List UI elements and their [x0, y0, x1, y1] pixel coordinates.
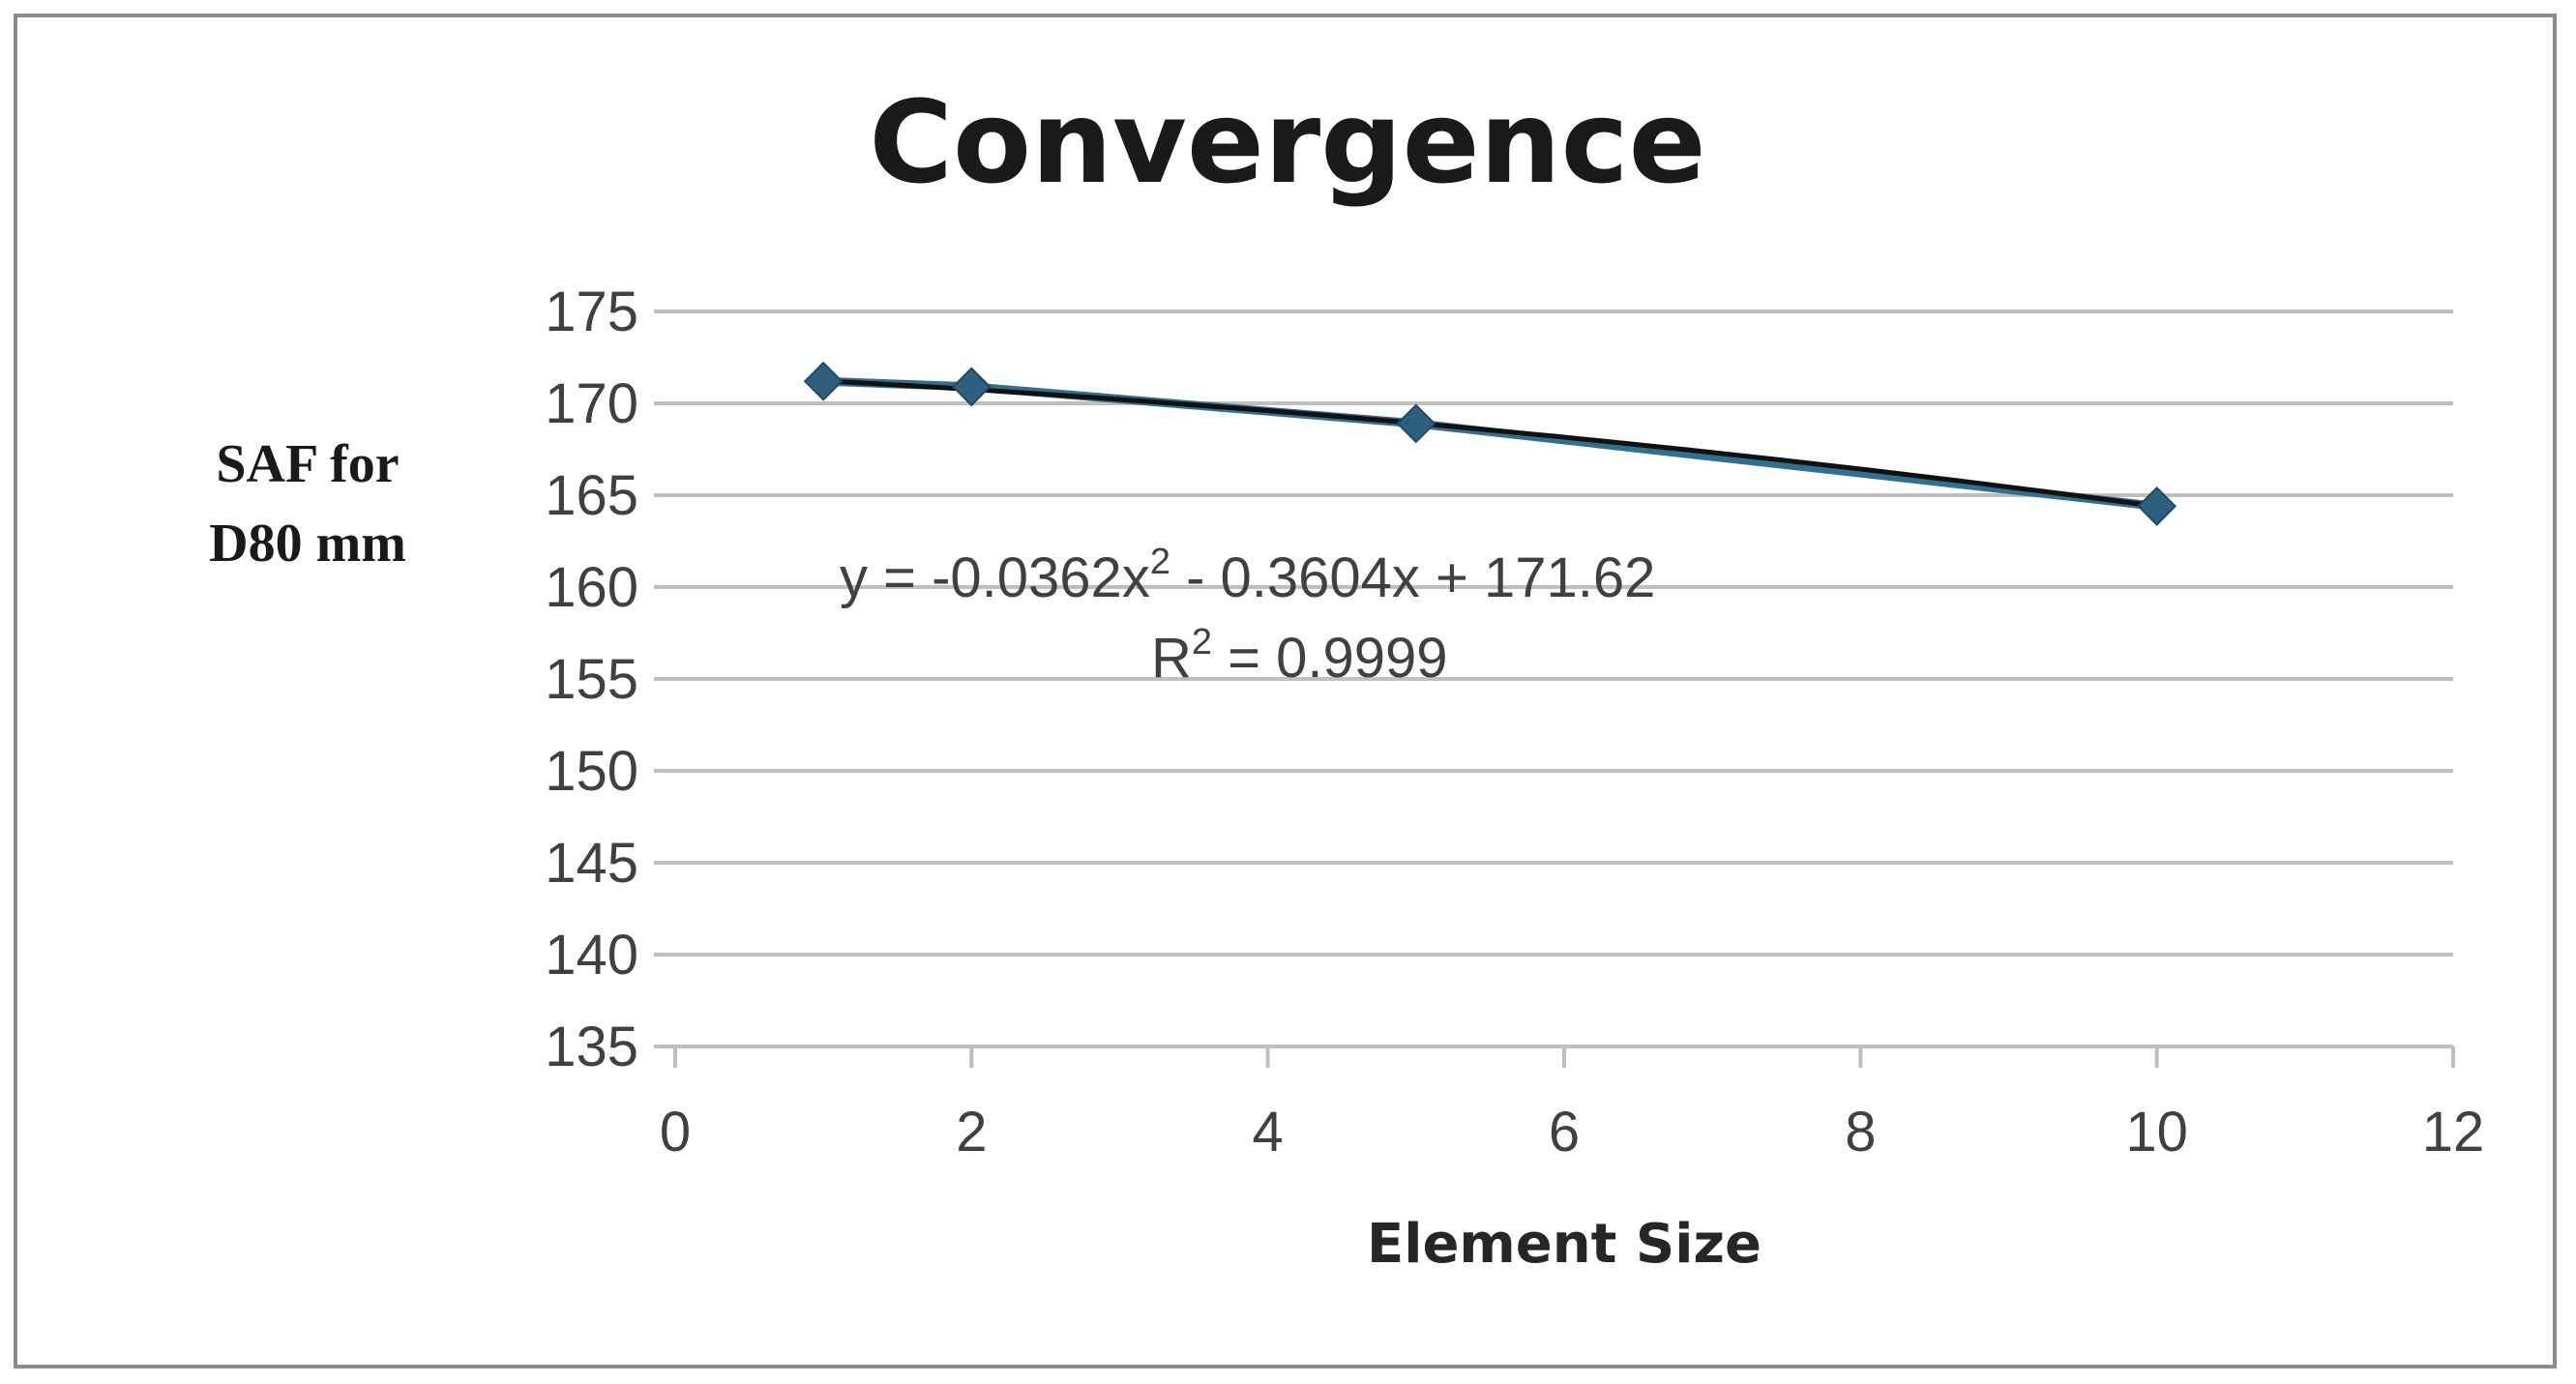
y-tick-label-160: 160	[545, 556, 638, 619]
r2-prefix: R	[1151, 627, 1192, 690]
chart-title: Convergence	[869, 75, 1705, 209]
x-tick-labels: 0 2 4 6 8 10 12	[660, 1101, 2484, 1163]
data-point-3	[1396, 403, 1436, 444]
equation-superscript: 2	[1150, 542, 1170, 582]
x-tick-label-6: 6	[1549, 1101, 1580, 1163]
y-tick-label-150: 150	[545, 740, 638, 803]
x-tick-label-12: 12	[2422, 1101, 2485, 1163]
x-tick-label-8: 8	[1845, 1101, 1876, 1163]
x-tick-marks	[673, 1046, 2455, 1068]
trendline-curve	[823, 378, 2158, 509]
trendline-equation: y = -0.0362x2 - 0.3604x + 171.62	[840, 542, 1655, 609]
y-tick-label-165: 165	[545, 464, 638, 527]
data-point-2	[951, 367, 992, 407]
y-tick-label-145: 145	[545, 832, 638, 895]
y-tick-label-140: 140	[545, 924, 638, 986]
data-point-4	[2137, 486, 2177, 526]
x-axis-label: Element Size	[1367, 1213, 1762, 1276]
y-tick-label-155: 155	[545, 648, 638, 711]
y-axis-label-line-2: D80 mm	[209, 514, 406, 574]
r2-rest: = 0.9999	[1212, 627, 1448, 690]
y-axis-label-line-1: SAF for	[216, 434, 399, 494]
x-tick-label-4: 4	[1253, 1101, 1284, 1163]
x-tick-label-0: 0	[660, 1101, 691, 1163]
trendline	[823, 378, 2158, 509]
equation-main: y = -0.0362x	[840, 546, 1150, 609]
r-squared-label: R2 = 0.9999	[1151, 622, 1448, 690]
gridlines	[654, 309, 2453, 1048]
y-tick-label-175: 175	[545, 280, 638, 343]
data-markers	[803, 361, 2177, 526]
x-tick-label-2: 2	[956, 1101, 987, 1163]
r2-superscript: 2	[1192, 622, 1212, 663]
equation-rest: - 0.3604x + 171.62	[1170, 546, 1655, 609]
data-point-1	[803, 361, 844, 401]
y-tick-label-135: 135	[545, 1016, 638, 1078]
chart-frame	[14, 14, 2557, 1369]
y-tick-labels: 135 140 145 150 155 160 165 170 175	[545, 280, 638, 1078]
series-line	[822, 376, 2158, 511]
y-tick-label-170: 170	[545, 372, 638, 435]
x-tick-label-10: 10	[2125, 1101, 2188, 1163]
series-polyline	[822, 376, 2158, 511]
